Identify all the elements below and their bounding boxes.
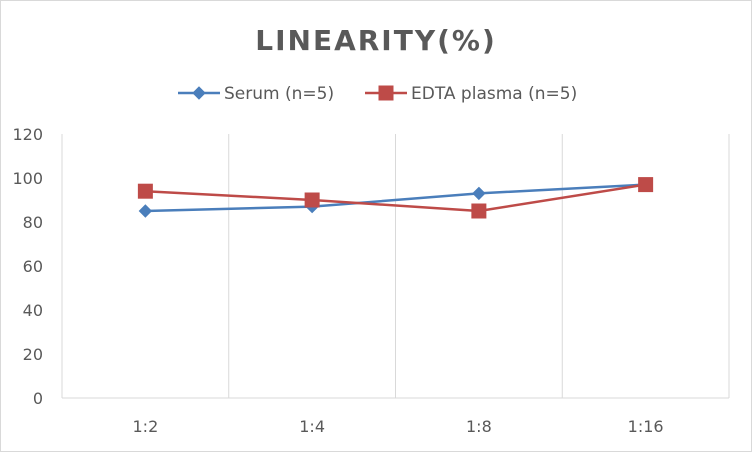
x-tick-label: 1:2 <box>133 417 159 436</box>
data-point <box>472 186 486 201</box>
legend-marker <box>378 85 394 101</box>
y-tick-label: 40 <box>23 301 43 320</box>
legend-label: EDTA plasma (n=5) <box>411 84 577 104</box>
legend-entry: EDTA plasma (n=5) <box>365 84 577 104</box>
chart-title: LINEARITY(%) <box>255 24 497 57</box>
y-tick-label: 80 <box>23 213 43 232</box>
x-tick-label: 1:8 <box>466 417 492 436</box>
legend-marker <box>192 86 206 100</box>
data-point <box>137 183 153 199</box>
data-point <box>471 203 487 219</box>
y-tick-label: 120 <box>12 125 43 144</box>
x-tick-label: 1:16 <box>628 417 664 436</box>
data-point <box>304 192 320 208</box>
data-point <box>138 204 153 218</box>
series-line <box>145 183 646 213</box>
series-layer <box>137 177 654 219</box>
data-point <box>638 177 654 193</box>
y-tick-label: 0 <box>33 389 43 408</box>
legend: Serum (n=5) EDTA plasma (n=5) <box>178 84 577 104</box>
legend-entry: Serum (n=5) <box>178 84 334 104</box>
y-tick-label: 20 <box>23 345 43 364</box>
x-tick-label: 1:4 <box>299 417 325 436</box>
series-2 <box>137 177 654 219</box>
series-line <box>145 183 646 213</box>
x-axis-ticks: 1:2 1:4 1:8 1:16 <box>133 417 664 436</box>
y-axis-ticks: 0 20 40 60 80 100 120 <box>12 125 43 408</box>
vertical-grid-lines <box>61 134 730 398</box>
y-tick-label: 60 <box>23 257 43 276</box>
legend-label: Serum (n=5) <box>224 84 334 104</box>
y-tick-label: 100 <box>12 169 43 188</box>
